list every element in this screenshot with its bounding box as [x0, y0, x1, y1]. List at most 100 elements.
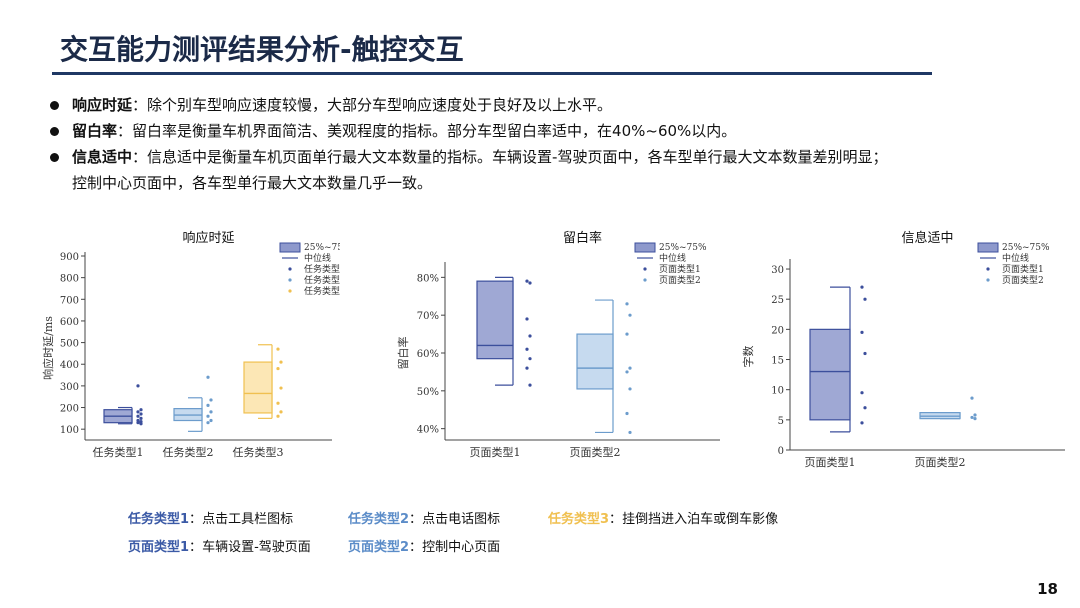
legend-dot-swatch [986, 267, 990, 271]
note-task-type-2: 任务类型2：点击电话图标 [348, 506, 548, 534]
y-tick-label: 10 [771, 386, 784, 397]
data-point [209, 398, 213, 402]
data-point [139, 422, 143, 426]
legend-dot-swatch [288, 278, 292, 282]
data-point [209, 418, 213, 423]
legend-label: 中位线 [304, 252, 331, 264]
chart-info-moderate: 信息适中 0 5 10 15 20 25 30 字数 页面类型1 页面类型2 25%~75% 中位线 页面… [730, 228, 1070, 482]
box-group [103, 384, 143, 426]
y-tick-label: 200 [60, 404, 79, 415]
x-tick-label: 任务类型3 [233, 445, 284, 459]
chart-legend: 25%~75%中位线任务类型1任务类型2任务类型3 [279, 242, 352, 297]
data-point [525, 279, 529, 283]
y-tick-label: 600 [60, 317, 79, 328]
bullet-sep: ： [132, 96, 148, 114]
box-group [243, 344, 283, 419]
box-group [173, 375, 213, 432]
bullet-item-response: 响应时延：除个别车型响应速度较慢，大部分车型响应速度处于良好及以上水平。 [48, 92, 1058, 118]
iqr-box [476, 280, 514, 360]
note-key: 任务类型2 [348, 512, 410, 527]
bullet-item-info-continued: 控制中心页面中，各车型单行最大文本数量几乎一致。 [48, 170, 1058, 196]
y-tick-label: 700 [60, 295, 79, 306]
page-type-notes: 页面类型1：车辆设置-驾驶页面 页面类型2：控制中心页面 [128, 534, 778, 562]
y-axis-label: 字数 [741, 346, 755, 368]
note-key: 页面类型1 [128, 540, 190, 555]
legend-dot-swatch [643, 267, 647, 271]
legend-label: 中位线 [1002, 252, 1029, 264]
data-point [860, 330, 864, 334]
data-point [625, 302, 629, 306]
y-tick-label: 70% [417, 311, 439, 322]
iqr-box [243, 361, 273, 414]
chart-title: 留白率 [563, 230, 602, 246]
data-point [136, 414, 140, 418]
data-point [973, 417, 977, 421]
x-tick-label: 任务类型1 [93, 445, 144, 459]
y-tick-label: 5 [778, 416, 784, 427]
data-point [528, 334, 532, 338]
bullet-text: 信息适中是衡量车机页面单行最大文本数量的指标。车辆设置-驾驶页面中，各车型单行最… [147, 148, 888, 166]
box-group [809, 285, 867, 433]
y-tick-label: 300 [60, 382, 79, 393]
data-point [276, 414, 280, 418]
data-point [625, 370, 629, 374]
legend-label: 25%~75% [304, 243, 340, 253]
y-tick-label: 30 [771, 265, 784, 276]
data-point [860, 285, 864, 289]
data-point [625, 332, 629, 336]
bullet-key: 留白率 [72, 122, 118, 140]
data-point [863, 351, 867, 356]
chart-svg: 响应时延 100 200 300 400 500 600 700 800 900 响应时延/ms 任务… [41, 230, 352, 459]
data-point [860, 421, 864, 425]
data-point [136, 421, 140, 425]
y-tick-label: 60% [417, 349, 439, 360]
note-key: 页面类型2 [348, 540, 410, 555]
box-group [919, 396, 977, 421]
legend-label: 页面类型2 [1002, 274, 1044, 286]
category-notes: 任务类型1：点击工具栏图标 任务类型2：点击电话图标 任务类型3：挂倒挡进入泊车或倒… [128, 506, 778, 562]
bullet-item-info: 信息适中：信息适中是衡量车机页面单行最大文本数量的指标。车辆设置-驾驶页面中，各… [48, 144, 1058, 170]
legend-label: 任务类型3 [304, 285, 340, 297]
note-page-type-1: 页面类型1：车辆设置-驾驶页面 [128, 534, 348, 562]
note-page-type-2: 页面类型2：控制中心页面 [348, 534, 500, 562]
chart-title: 响应时延 [182, 230, 234, 246]
bullet-item-whitespace: 留白率：留白率是衡量车机界面简洁、美观程度的指标。部分车型留白率适中，在40%~… [48, 118, 1058, 144]
data-point [206, 414, 210, 418]
bullet-dot-icon [50, 101, 59, 110]
x-tick-label: 页面类型2 [915, 455, 966, 469]
data-point [860, 391, 864, 395]
bullet-text: 留白率是衡量车机界面简洁、美观程度的指标。部分车型留白率适中，在40%~60%以… [132, 122, 737, 140]
y-tick-label: 20 [771, 325, 784, 336]
y-tick-label: 0 [778, 446, 784, 457]
data-point [525, 317, 529, 321]
data-point [970, 415, 974, 420]
data-point [528, 357, 532, 361]
legend-box-swatch [977, 242, 999, 253]
y-axis-label: 响应时延/ms [41, 316, 55, 380]
chart-response-latency: 响应时延 100 200 300 400 500 600 700 800 900 响应时延/ms 任务… [40, 228, 352, 482]
data-point [528, 383, 532, 387]
x-tick-label: 页面类型2 [570, 445, 621, 459]
data-point [525, 366, 529, 370]
y-tick-label: 25 [771, 295, 784, 306]
bullet-list: 响应时延：除个别车型响应速度较慢，大部分车型响应速度处于良好及以上水平。 留白率… [48, 92, 1058, 196]
y-tick-label: 800 [60, 274, 79, 285]
data-point [863, 297, 867, 301]
data-point [206, 403, 210, 407]
data-point [276, 347, 280, 351]
note-key: 任务类型1 [128, 512, 190, 527]
bullet-dot-icon [50, 153, 59, 162]
task-type-notes: 任务类型1：点击工具栏图标 任务类型2：点击电话图标 任务类型3：挂倒挡进入泊车或倒… [128, 506, 778, 534]
legend-label: 任务类型2 [304, 274, 340, 286]
bullet-text: 除个别车型响应速度较慢，大部分车型响应速度处于良好及以上水平。 [147, 96, 613, 114]
data-point [625, 411, 629, 416]
legend-label: 中位线 [659, 252, 686, 264]
y-tick-label: 900 [60, 252, 79, 263]
data-point [279, 386, 283, 390]
data-point [525, 347, 529, 351]
data-point [276, 366, 280, 371]
data-point [628, 387, 632, 391]
chart-title: 信息适中 [901, 230, 953, 246]
